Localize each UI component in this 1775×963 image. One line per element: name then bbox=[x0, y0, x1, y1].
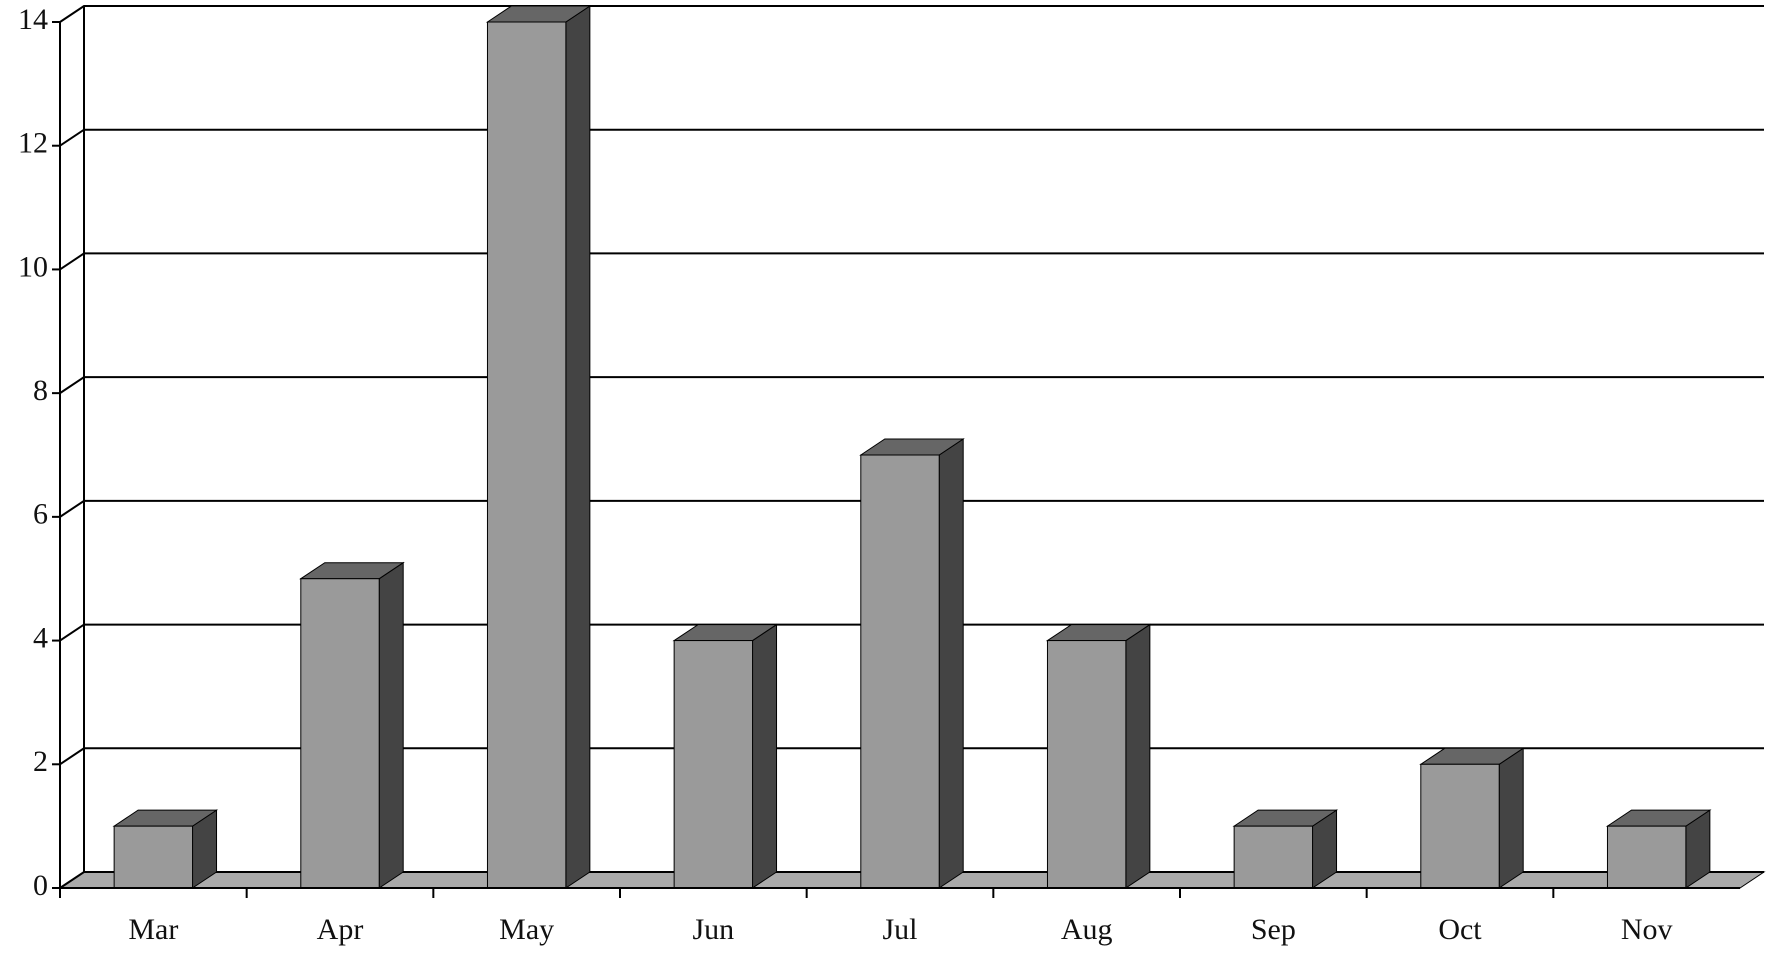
grid-line bbox=[59, 623, 1764, 642]
x-tick-label: Apr bbox=[317, 913, 364, 946]
bar bbox=[1420, 763, 1500, 889]
x-tick-label: Sep bbox=[1251, 913, 1296, 946]
bar-side bbox=[565, 5, 591, 889]
y-tick-label: 8 bbox=[33, 374, 48, 407]
y-tick-label: 2 bbox=[33, 745, 48, 778]
x-tick-label: May bbox=[499, 913, 554, 946]
bar-side bbox=[378, 561, 404, 889]
grid-line bbox=[59, 499, 1764, 518]
bar-side bbox=[1498, 747, 1524, 889]
bar-side bbox=[1125, 623, 1151, 889]
bar bbox=[1606, 825, 1687, 889]
y-tick-label: 6 bbox=[33, 498, 48, 531]
y-tick-label: 12 bbox=[18, 127, 48, 160]
bar bbox=[673, 640, 754, 889]
x-tick-label: Nov bbox=[1621, 913, 1673, 946]
y-tick-label: 0 bbox=[33, 869, 48, 902]
grid-line bbox=[59, 128, 1764, 147]
y-tick-label: 14 bbox=[18, 3, 48, 36]
grid-line bbox=[59, 376, 1764, 394]
grid-line bbox=[59, 5, 1764, 23]
bar bbox=[1046, 640, 1127, 889]
grid-line bbox=[59, 871, 1764, 889]
x-tick-label: Jul bbox=[882, 913, 917, 946]
grid-line bbox=[59, 252, 1764, 271]
bar-side bbox=[938, 438, 964, 889]
bar bbox=[486, 21, 567, 889]
x-tick-label: Mar bbox=[128, 913, 178, 946]
bar bbox=[113, 825, 194, 889]
bar bbox=[860, 454, 940, 889]
y-tick-label: 4 bbox=[33, 621, 48, 654]
y-tick-label: 10 bbox=[18, 250, 48, 283]
x-tick-label: Aug bbox=[1061, 913, 1113, 946]
bar bbox=[300, 578, 380, 889]
grid-line bbox=[59, 747, 1764, 766]
x-tick-label: Oct bbox=[1438, 913, 1482, 946]
x-tick-label: Jun bbox=[692, 913, 734, 946]
bar-side bbox=[752, 623, 778, 889]
bar bbox=[1233, 825, 1314, 889]
